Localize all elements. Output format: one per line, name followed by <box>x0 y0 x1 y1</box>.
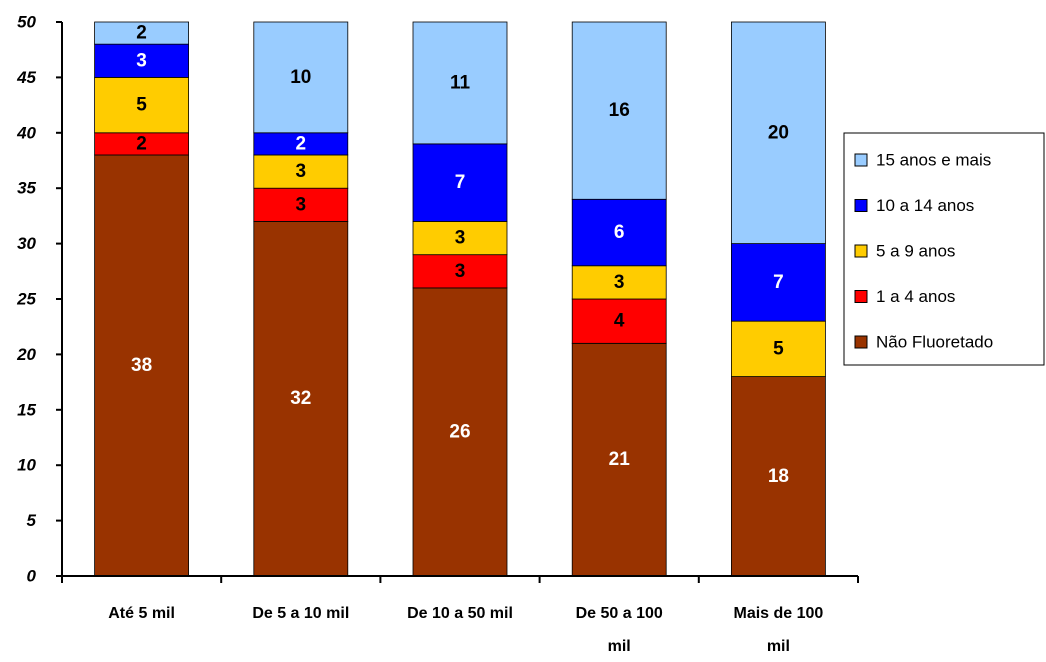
data-label: 3 <box>296 161 307 182</box>
bar-segment <box>412 287 508 577</box>
legend-swatch <box>854 335 868 349</box>
data-label: 6 <box>614 222 625 243</box>
bar-segment <box>571 198 667 267</box>
legend-entry: 15 anos e mais <box>876 151 991 170</box>
y-tick-label: 35 <box>17 179 36 198</box>
x-tick-label: De 10 a 50 mil <box>407 605 513 622</box>
legend: 15 anos e mais 10 a 14 anos 5 a 9 anos 1 a … <box>843 132 1045 366</box>
y-tick-label: 25 <box>16 290 36 309</box>
data-label: 18 <box>768 466 789 487</box>
data-label: 3 <box>455 261 466 282</box>
legend-entry: 10 a 14 anos <box>876 196 974 215</box>
bar-segment <box>412 254 508 289</box>
legend-entry: 5 a 9 anos <box>876 242 955 261</box>
data-label: 2 <box>296 133 307 154</box>
data-label: 38 <box>131 355 152 376</box>
legend-swatch <box>854 244 868 258</box>
bar-segment <box>731 320 826 377</box>
data-label: 4 <box>614 311 625 332</box>
data-label: 26 <box>449 421 470 442</box>
x-tick-label: De 50 a 100 mil <box>576 605 663 655</box>
data-label: 3 <box>296 194 307 215</box>
x-tick-label: Mais de 100 mil <box>733 605 823 655</box>
y-tick-label: 30 <box>17 234 36 253</box>
bar-segment <box>571 298 667 344</box>
data-label: 2 <box>136 133 147 154</box>
bar-segment <box>731 376 826 577</box>
bar-segment <box>412 221 508 256</box>
y-tick-label: 5 <box>27 511 37 530</box>
data-label: 32 <box>290 388 311 409</box>
legend-entry: 1 a 4 anos <box>876 287 955 306</box>
bar-segment <box>253 21 349 134</box>
data-label: 3 <box>136 50 147 71</box>
data-label: 16 <box>609 100 630 121</box>
data-label: 10 <box>290 67 311 88</box>
y-tick-label: 50 <box>17 13 36 32</box>
bar-segment <box>731 243 826 322</box>
bar-segment <box>571 265 667 300</box>
legend-swatch <box>854 290 868 303</box>
bar-segment <box>94 154 189 577</box>
y-tick-label: 20 <box>16 345 36 364</box>
y-tick-label: 10 <box>17 456 36 475</box>
y-tick-label: 45 <box>16 68 36 87</box>
data-label: 7 <box>455 172 466 193</box>
data-label: 7 <box>773 272 784 293</box>
bar-segment <box>253 187 349 222</box>
data-label: 5 <box>773 338 784 359</box>
data-label: 2 <box>136 23 147 44</box>
y-tick-label: 0 <box>27 567 37 586</box>
y-tick-label: 15 <box>17 400 36 419</box>
y-tick-label: 40 <box>16 123 36 142</box>
bar-segment <box>571 342 667 577</box>
bar-segment <box>94 21 189 45</box>
bar-segment <box>731 21 826 245</box>
data-label: 3 <box>614 272 625 293</box>
data-label: 21 <box>609 449 631 470</box>
x-tick-label: De 5 a 10 mil <box>252 605 349 622</box>
legend-box <box>843 132 1045 366</box>
bar-segment <box>94 43 189 78</box>
data-label: 20 <box>768 122 789 143</box>
bar-segment <box>412 21 508 145</box>
legend-swatch <box>854 199 868 212</box>
bar-segment <box>571 21 667 200</box>
data-label: 5 <box>136 95 147 116</box>
x-tick-label: Até 5 mil <box>108 605 175 622</box>
data-label: 3 <box>455 228 466 249</box>
bar-segment <box>253 154 349 189</box>
legend-swatch <box>854 153 868 167</box>
data-label: 11 <box>450 72 471 93</box>
legend-entry: Não Fluoretado <box>876 333 993 352</box>
